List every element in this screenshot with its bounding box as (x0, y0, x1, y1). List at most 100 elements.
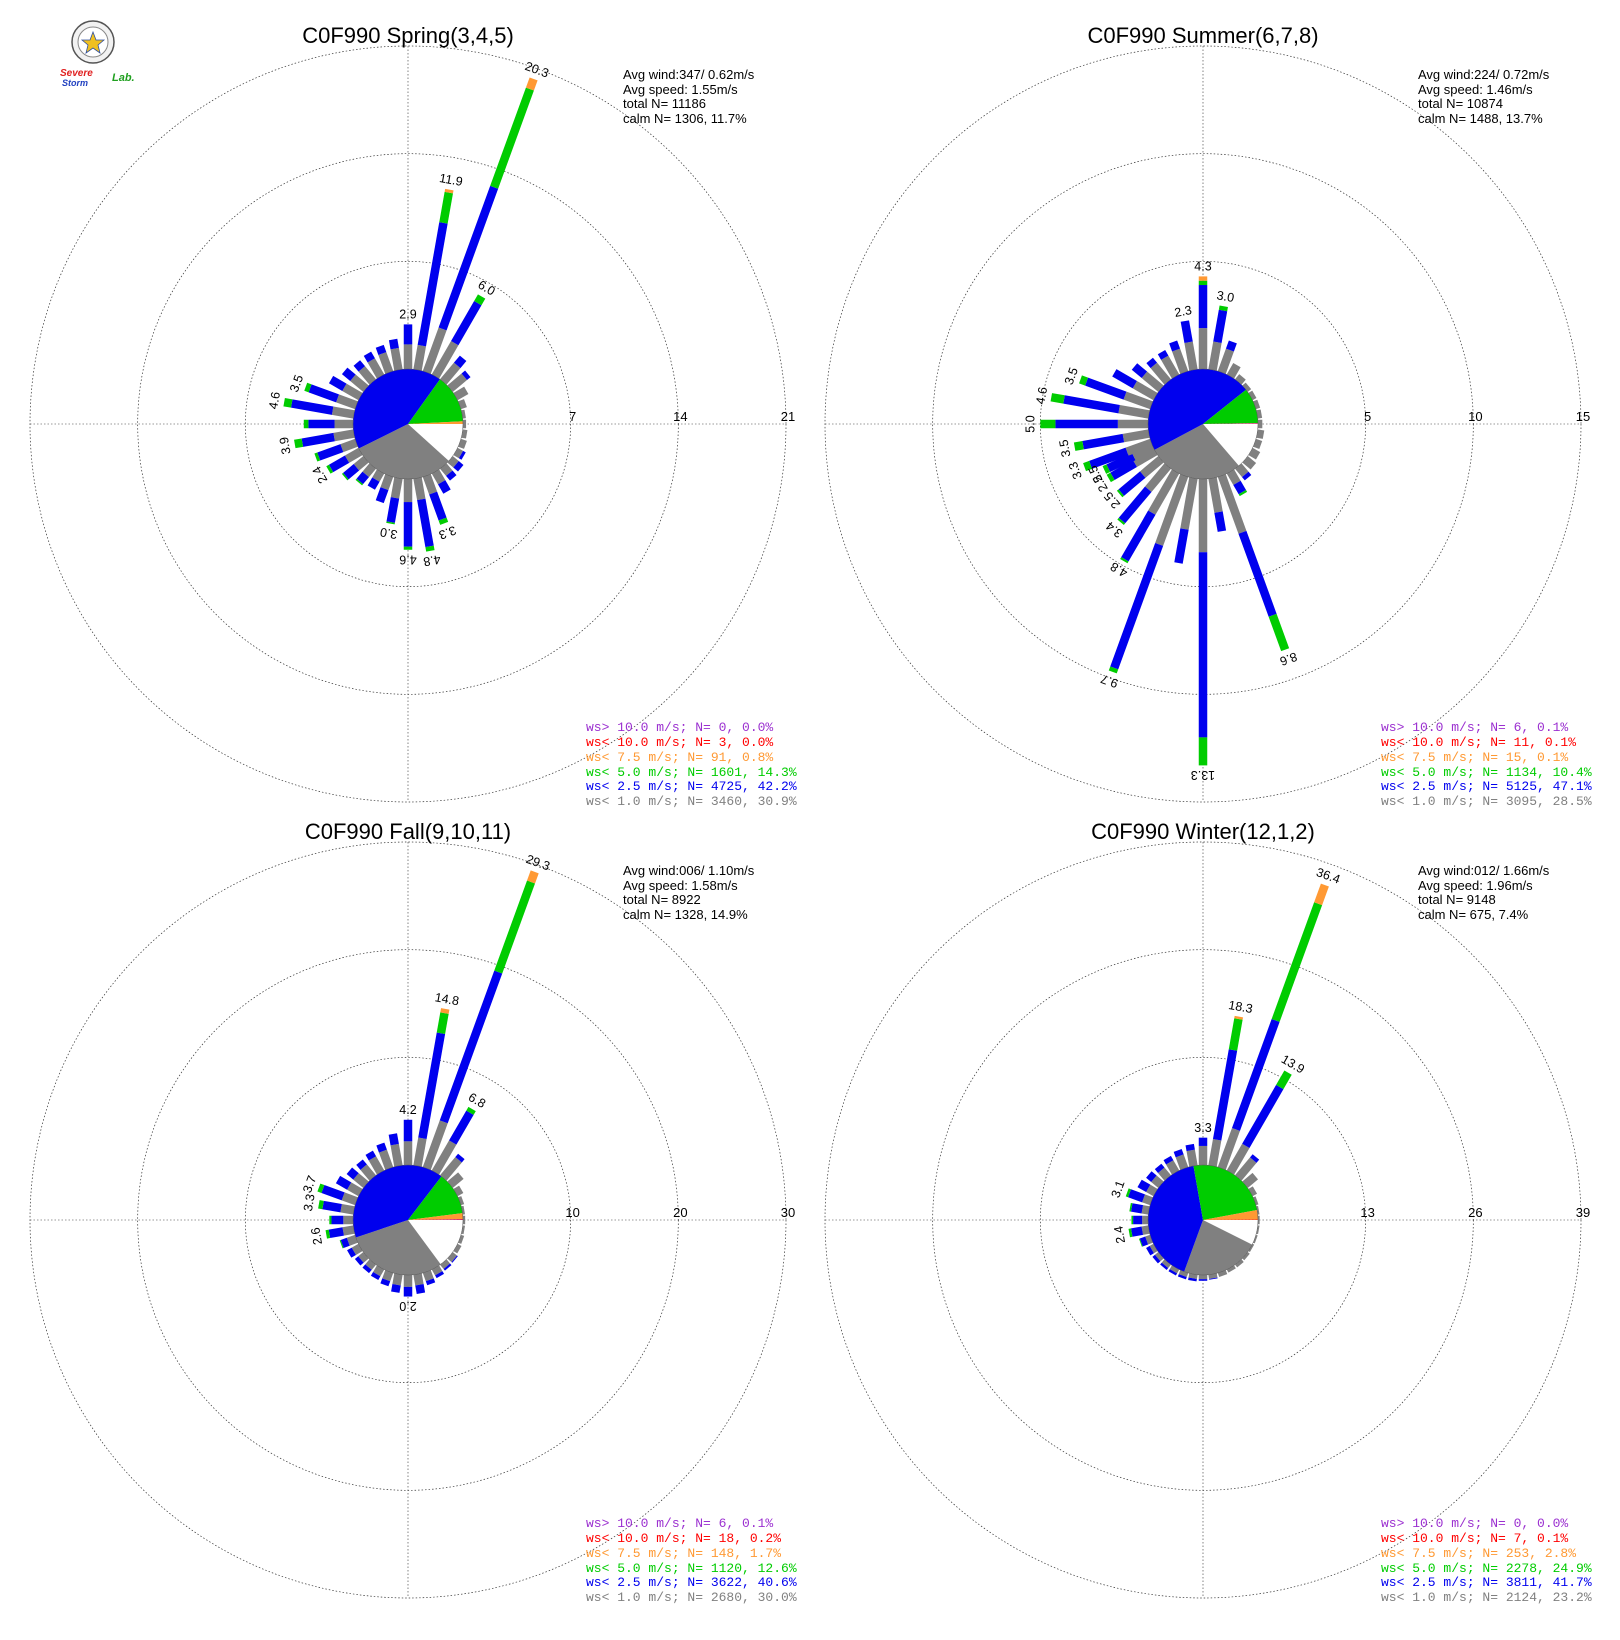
wind-bar-segment (417, 222, 448, 347)
wind-bar-segment (1256, 1225, 1260, 1235)
wind-bar-segment (1242, 471, 1252, 481)
wind-bar (391, 1273, 403, 1293)
wind-bar-segment (1168, 1269, 1178, 1276)
bar-value-label: 20.3 (523, 59, 551, 80)
wind-bar-segment (1256, 1205, 1260, 1215)
pie-slice-calm (408, 424, 463, 461)
wind-bar (413, 1273, 426, 1294)
avg-speed-text: Avg speed: 1.55m/s (623, 82, 738, 97)
wind-bar-segment (1050, 393, 1065, 404)
wind-bar (453, 1243, 462, 1254)
wind-bar-segment (341, 367, 356, 382)
wind-bar-segment (463, 419, 467, 429)
wind-bar-segment (1089, 447, 1129, 469)
wind-bar-segment (360, 1164, 376, 1181)
wind-bar (1258, 419, 1263, 429)
wind-bar-segment (342, 1225, 355, 1236)
wind-bar-segment (1226, 1143, 1250, 1175)
wind-bar-segment (1120, 557, 1129, 564)
pie-slice (408, 1213, 463, 1220)
pie-slice-calm (408, 1220, 463, 1265)
ring-label: 39 (1576, 1205, 1590, 1220)
panel-summer-ring-labels: 5 10 15 (1364, 409, 1590, 424)
wind-bar (304, 382, 358, 410)
wind-bar (1235, 463, 1252, 481)
bar-value-label: 4.2 (399, 1103, 416, 1117)
wind-bar-segment (1253, 1234, 1258, 1244)
grid-ring (824, 45, 1582, 803)
wind-bar (1217, 883, 1329, 1170)
wind-bar (458, 1234, 465, 1244)
wind-bar-segment (466, 1106, 476, 1115)
wind-bar (413, 1008, 450, 1167)
pie-slice (353, 1165, 442, 1238)
wind-bar-segment (1122, 429, 1150, 443)
wind-bar (1146, 357, 1171, 385)
ring-label: 20 (673, 1205, 687, 1220)
panel-summer-pie (1147, 368, 1259, 480)
wind-bar-segment (1117, 517, 1126, 525)
wind-bar-segment (1149, 1243, 1158, 1254)
wind-bar-segment (1186, 1149, 1198, 1167)
panel-winter-pie (1147, 1164, 1259, 1276)
wind-bar-segment (356, 471, 369, 485)
wind-bar-segment (318, 1200, 324, 1210)
panel-fall-bar-labels: 4.214.829.36.82.02.63.33.7 (300, 852, 552, 1313)
total-n-text: total N= 11186 (623, 96, 706, 111)
bar-value-label: 29.3 (524, 852, 552, 873)
wind-bar-segment (461, 1205, 466, 1215)
wind-bar-segment (1169, 340, 1181, 352)
wind-bar-segment (1172, 348, 1189, 374)
panel-title: C0F990 Spring(3,4,5) (302, 23, 514, 48)
wind-bar-segment (386, 521, 395, 525)
legend-ws-gt-10: ws> 10.0 m/s; N= 0, 0.0% (586, 720, 773, 735)
wind-bar (1208, 1273, 1218, 1280)
wind-bar (461, 429, 468, 439)
wind-bar-segment (1188, 1273, 1198, 1279)
wind-bar-segment (304, 382, 312, 393)
wind-bar-segment (418, 1032, 446, 1140)
wind-bar-segment (1146, 1171, 1157, 1183)
bar-value-label: 3.7 (300, 1174, 319, 1195)
wind-bar-segment (333, 429, 355, 442)
wind-bar-segment (1226, 469, 1241, 485)
wind-bar-segment (1128, 1228, 1133, 1238)
wind-bar-segment (1185, 1143, 1195, 1152)
wind-bar-segment (453, 355, 467, 369)
wind-bar-segment (1208, 1138, 1222, 1167)
wind-bar-segment (1163, 1155, 1174, 1165)
bar-value-label: 9.7 (1099, 672, 1120, 691)
pie-slice (1184, 1220, 1253, 1275)
grid-ring (29, 841, 787, 1599)
wind-bar (1248, 447, 1261, 460)
wind-bar-segment (1217, 474, 1247, 534)
wind-bar (329, 1215, 353, 1225)
wind-bar-segment (1208, 477, 1223, 513)
wind-bar-segment (1226, 1265, 1236, 1273)
wind-bar-segment (390, 1143, 403, 1167)
wind-bar (1146, 1243, 1158, 1256)
wind-bar (1138, 1234, 1153, 1247)
wind-bar (376, 1142, 394, 1170)
wind-bar-segment (1180, 320, 1193, 344)
wind-bar-segment (353, 456, 369, 471)
bar-value-label: 2.5 (1086, 463, 1106, 485)
bar-value-label: 3.3 (1066, 460, 1085, 481)
wind-bar-segment (1242, 1084, 1284, 1148)
wind-bar-segment (403, 344, 413, 369)
wind-bar-segment (458, 1196, 465, 1206)
wind-bar-segment (1085, 377, 1127, 400)
wind-bar-segment (425, 1278, 436, 1286)
ring-label: 13 (1360, 1205, 1374, 1220)
wind-bar (294, 429, 355, 449)
wind-bar-segment (1142, 1215, 1148, 1225)
wind-bar-segment (1106, 452, 1136, 473)
wind-bar (1242, 1172, 1259, 1188)
wind-bar (431, 294, 486, 379)
wind-bar-segment (413, 1137, 427, 1167)
wind-bar-segment (525, 77, 538, 91)
bar-value-label: 3.9 (277, 436, 294, 456)
wind-bar (1217, 474, 1290, 652)
ring-label: 5 (1364, 409, 1371, 424)
wind-bar-segment (1131, 1215, 1134, 1225)
